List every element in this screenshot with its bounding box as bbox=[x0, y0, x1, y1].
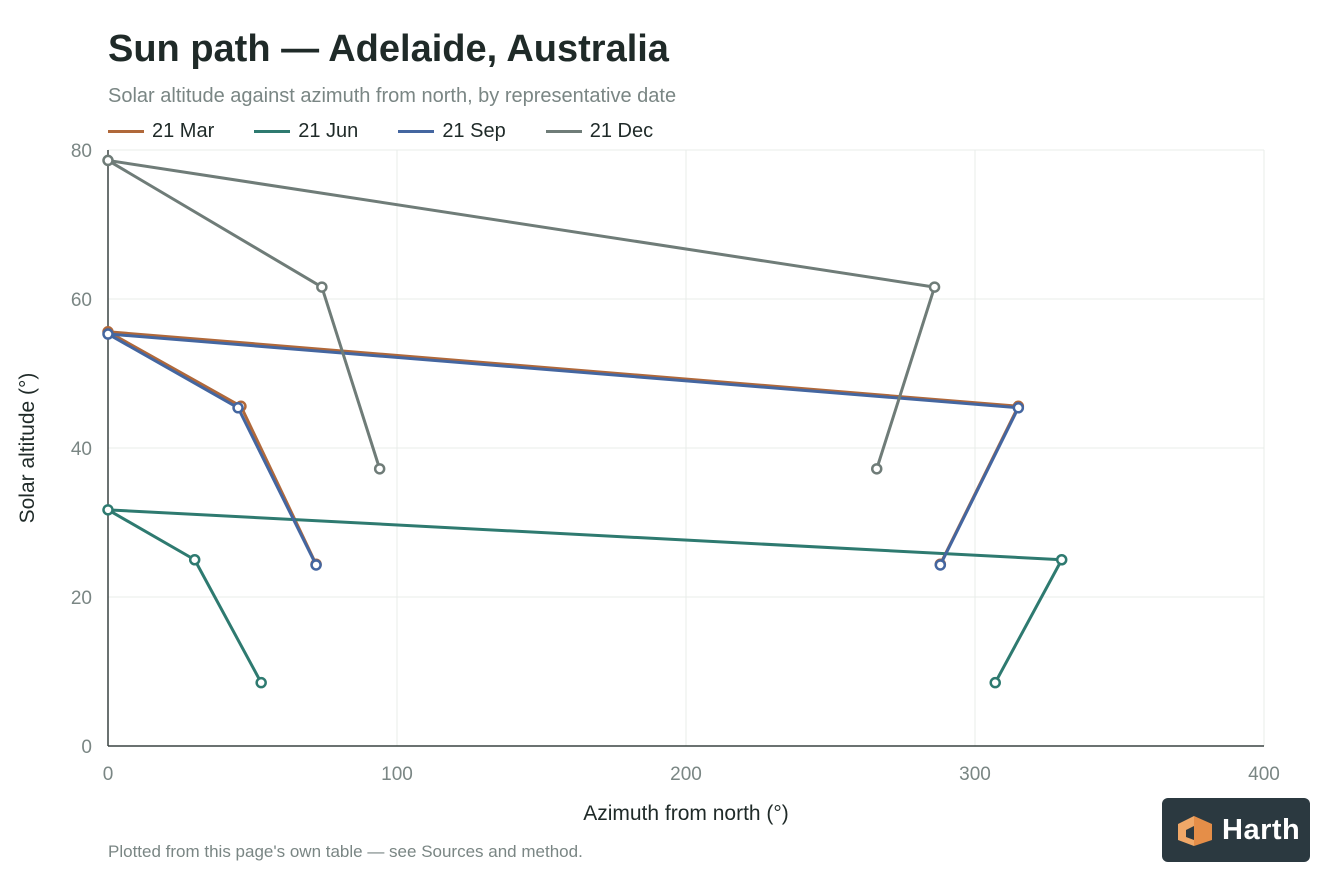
legend-swatch bbox=[254, 130, 291, 133]
x-axis-label: Azimuth from north (°) bbox=[583, 802, 789, 825]
legend-swatch bbox=[545, 130, 582, 133]
y-tick-label: 80 bbox=[71, 141, 92, 162]
series-21-sep bbox=[102, 328, 1025, 571]
legend-label: 21 Jun bbox=[298, 120, 359, 142]
legend-label: 21 Mar bbox=[152, 120, 215, 142]
data-point[interactable] bbox=[316, 281, 328, 293]
data-point[interactable] bbox=[1055, 554, 1068, 566]
series-21-jun bbox=[102, 504, 1068, 689]
harth-logo-icon bbox=[1178, 816, 1212, 846]
data-point[interactable] bbox=[989, 676, 1001, 689]
legend: 21 Mar 21 Jun 21 Sep 21 Dec bbox=[108, 120, 693, 143]
legend-item-21-mar[interactable]: 21 Mar bbox=[108, 120, 214, 143]
legend-item-21-dec[interactable]: 21 Dec bbox=[545, 120, 654, 143]
axes bbox=[107, 150, 1264, 747]
chart-title: Sun path — Adelaide, Australia bbox=[108, 28, 669, 70]
x-tick-label: 0 bbox=[103, 764, 114, 785]
data-point[interactable] bbox=[928, 281, 941, 293]
legend-label: 21 Sep bbox=[442, 120, 506, 142]
y-axis-label: Solar altitude (°) bbox=[16, 373, 39, 524]
x-tick-label: 100 bbox=[381, 764, 413, 785]
data-point[interactable] bbox=[870, 463, 883, 475]
data-point[interactable] bbox=[102, 154, 114, 167]
data-point[interactable] bbox=[255, 676, 267, 689]
legend-label: 21 Dec bbox=[589, 120, 654, 142]
series-line bbox=[106, 508, 1064, 684]
data-point[interactable] bbox=[102, 328, 114, 340]
y-tick-label: 40 bbox=[71, 439, 92, 460]
data-point[interactable] bbox=[934, 559, 947, 571]
series-lines bbox=[102, 154, 1068, 689]
gridlines bbox=[108, 149, 1265, 746]
legend-swatch bbox=[108, 130, 144, 133]
legend-item-21-sep[interactable]: 21 Sep bbox=[398, 120, 506, 143]
tick-labels: 0 100 200 300 400 0 20 40 60 80 bbox=[71, 141, 1280, 785]
footnote: Plotted from this page's own table — see… bbox=[108, 842, 583, 861]
x-tick-label: 400 bbox=[1248, 764, 1280, 785]
series-line bbox=[106, 158, 937, 470]
chart-subtitle: Solar altitude against azimuth from nort… bbox=[108, 85, 677, 107]
legend-swatch bbox=[398, 130, 435, 133]
data-point[interactable] bbox=[102, 504, 114, 516]
data-point[interactable] bbox=[310, 559, 322, 571]
logo-text: Harth bbox=[1222, 813, 1301, 846]
data-point[interactable] bbox=[232, 402, 244, 414]
data-point[interactable] bbox=[373, 463, 386, 475]
data-point[interactable] bbox=[1012, 402, 1025, 414]
harth-logo[interactable]: Harth bbox=[1162, 798, 1310, 862]
data-point[interactable] bbox=[188, 554, 201, 566]
series-21-dec bbox=[102, 154, 941, 475]
y-tick-label: 20 bbox=[71, 588, 92, 609]
y-tick-label: 60 bbox=[71, 290, 92, 311]
x-tick-label: 300 bbox=[959, 764, 991, 785]
x-tick-label: 200 bbox=[670, 764, 702, 785]
legend-item-21-jun[interactable]: 21 Jun bbox=[254, 120, 358, 143]
y-tick-label: 0 bbox=[81, 737, 92, 758]
